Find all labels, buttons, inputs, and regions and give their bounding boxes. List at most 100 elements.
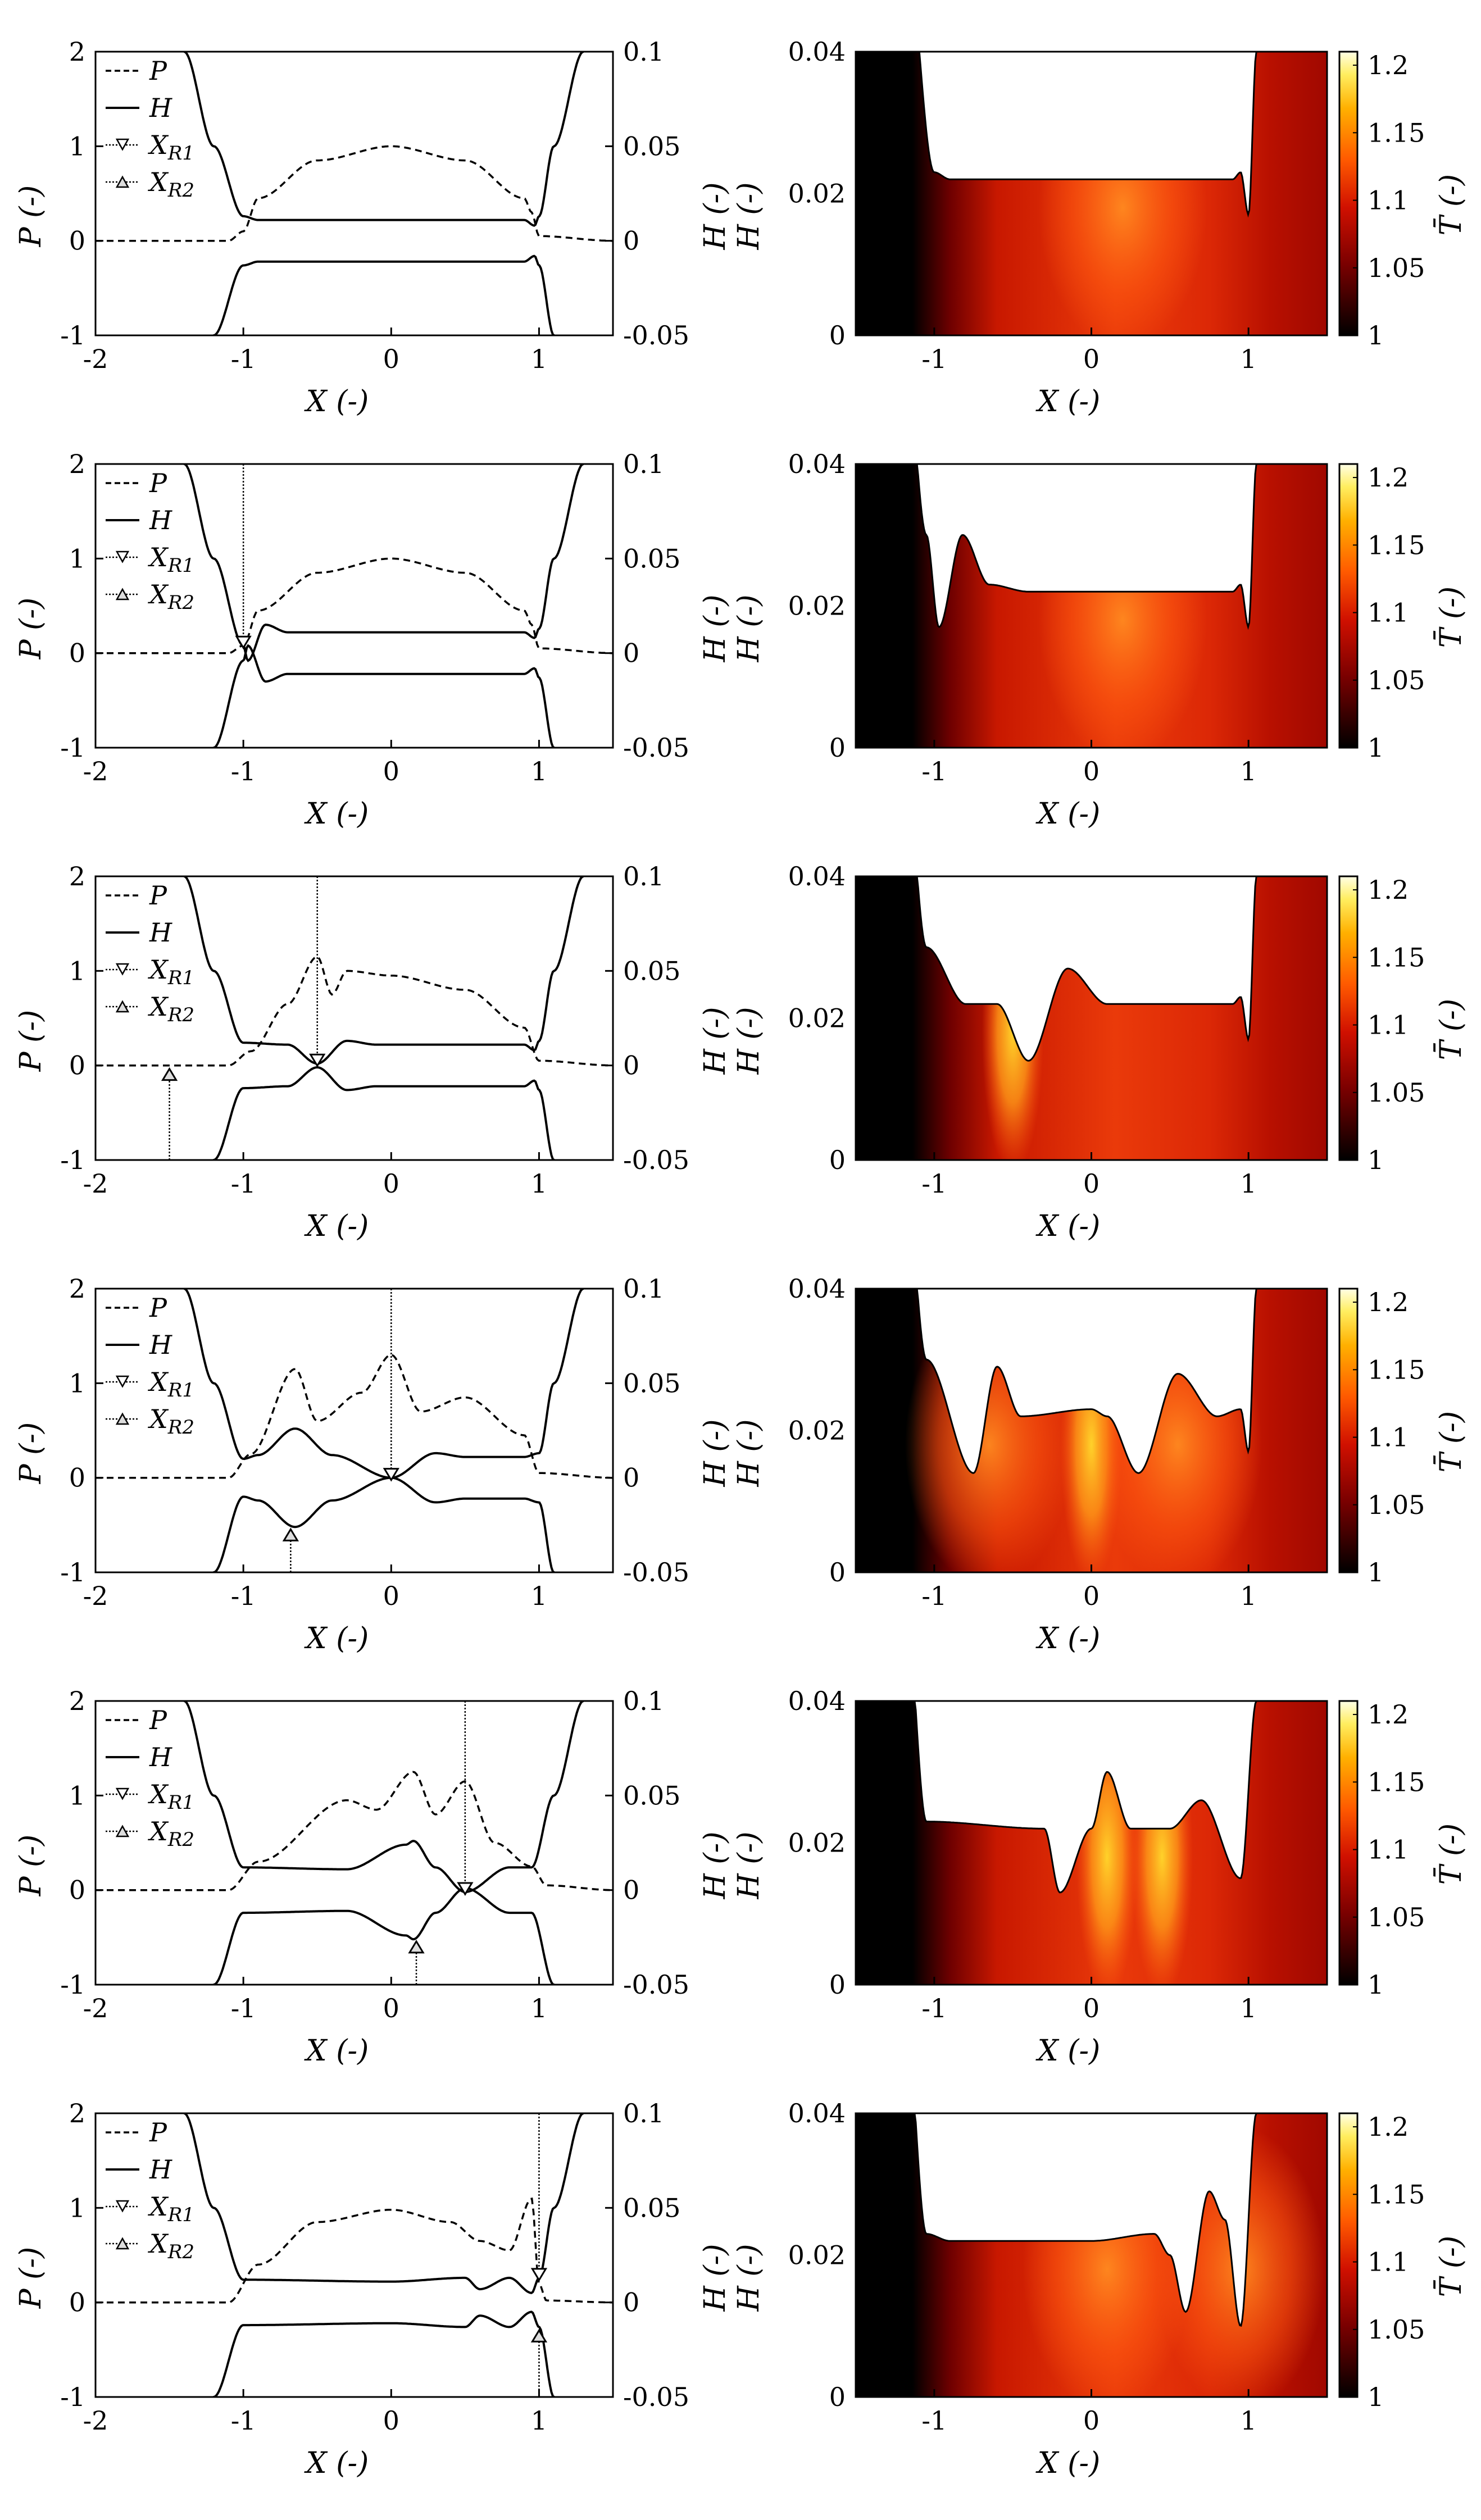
temperature-field [856, 1289, 1327, 1572]
h-tick-label: 0.05 [623, 543, 680, 574]
x-axis-label: X (-) [1035, 2034, 1101, 2068]
p-axis-label: P (-) [14, 1422, 48, 1485]
x-tick-label: -1 [921, 1993, 947, 2023]
legend-h-label: H [149, 917, 172, 948]
temperature-hotspot [1076, 1715, 1138, 1985]
x-tick-label: 1 [531, 1168, 547, 1199]
x-tick-label: 1 [531, 344, 547, 374]
y-tick-label: 0.04 [788, 861, 846, 891]
x-tick-label: 0 [1083, 1168, 1100, 1199]
p-series-line [96, 1771, 613, 1891]
colorbar-tick-label: 1.15 [1368, 1767, 1425, 1797]
x-tick-label: -1 [231, 344, 256, 374]
colorbar-label: T̄ (-) [1434, 999, 1468, 1060]
legend-xr2-subscript: R2 [167, 592, 194, 614]
x-axis-label: X (-) [304, 2034, 369, 2068]
legend-xr1-subscript: R1 [167, 142, 194, 165]
film-surface-outline [855, 1288, 1328, 1573]
y-tick-label: 0.04 [788, 37, 846, 67]
y-tick-label: 0.04 [788, 1273, 846, 1304]
legend-h-label: H [149, 1742, 172, 1772]
temperature-hotspot [1093, 1303, 1262, 1572]
legend-xr2-subscript: R2 [167, 2241, 194, 2263]
x-tick-label: 1 [1241, 756, 1257, 786]
legend-xr2-label: XR2 [148, 1404, 194, 1439]
h-tick-label: -0.05 [623, 1145, 689, 1175]
h-axis-label: H (-) [698, 594, 732, 662]
colorbar-tick-label: 1.05 [1368, 1077, 1425, 1108]
legend-xr2-subscript: R2 [167, 1004, 194, 1026]
xr1-marker [457, 1882, 474, 1896]
legend-xr2-label: XR2 [148, 1816, 194, 1851]
h-lower-surface-line [211, 1887, 556, 1985]
legend-p-label: P [149, 468, 167, 498]
h-tick-label: 0.1 [623, 1686, 664, 1716]
colorbar-tick-label: 1.05 [1368, 1902, 1425, 1932]
x-tick-label: 1 [531, 1993, 547, 2023]
legend-p-label: P [149, 880, 167, 911]
colorbar [1338, 51, 1359, 336]
xr1-marker [309, 1053, 326, 1068]
h-upper-surface-line [184, 1701, 584, 1894]
xr1-marker [530, 2268, 548, 2282]
p-tick-label: 2 [69, 1273, 85, 1304]
temperature-hotspot [1038, 66, 1207, 335]
x-tick-label: -1 [231, 1581, 256, 1611]
h-lower-surface-line [211, 254, 556, 335]
profile-lines [96, 1701, 613, 1985]
colorbar-tick-label: 1.2 [1368, 1699, 1409, 1730]
x-axis-label: X (-) [1035, 797, 1101, 831]
profile-lines [96, 464, 613, 748]
profile-axes-box [94, 51, 614, 336]
x-axis-label: X (-) [1035, 1209, 1101, 1243]
y-tick-label: 0.04 [788, 449, 846, 479]
p-series-line [96, 557, 613, 654]
colorbar-label: T̄ (-) [1434, 1411, 1468, 1472]
temperature-hotspot [1156, 2127, 1325, 2397]
colorbar [1338, 2112, 1359, 2398]
x-axis-label: X (-) [1035, 2446, 1101, 2480]
profile-axes-box [94, 1288, 614, 1573]
h-lower-surface-line [211, 2310, 556, 2397]
colorbar-tick-label: 1.15 [1368, 117, 1425, 148]
h-tick-label: 0.05 [623, 1780, 680, 1811]
legend-xr2-subscript: R2 [167, 179, 194, 202]
profile-lines [96, 2113, 613, 2397]
h-tick-label: 0 [623, 2287, 639, 2318]
colorbar-tick-label: 1.2 [1368, 50, 1409, 80]
x-tick-label: -1 [921, 1168, 947, 1199]
colorbar-tick-label: 1.05 [1368, 2314, 1425, 2345]
h-lower-surface-line [211, 1066, 556, 1160]
x-tick-label: -2 [83, 756, 108, 786]
legend-h-label: H [149, 1330, 172, 1360]
profile-lines [96, 52, 613, 335]
colorbar-tick-label: 1.1 [1368, 598, 1409, 628]
p-tick-label: 0 [69, 1463, 85, 1493]
temperature-panel-3: -1 0 1 0 0.02 0.04 X (-) H (-) 1 1.05 1.1 1.15 1.2 T̄… [732, 861, 1468, 1243]
h-axis-label: H (-) [732, 182, 766, 250]
colorbar-tick-label: 1.1 [1368, 1010, 1409, 1040]
colorbar-tick-label: 1.1 [1368, 1835, 1409, 1865]
colorbar-tick-label: 1 [1368, 1969, 1384, 2000]
h-axis-label: H (-) [698, 1007, 732, 1075]
h-tick-label: 0 [623, 1463, 639, 1493]
x-tick-label: -1 [921, 756, 947, 786]
colorbar-tick-label: 1.1 [1368, 2247, 1409, 2277]
colorbar-tick-label: 1 [1368, 733, 1384, 763]
temperature-panel-6: -1 0 1 0 0.02 0.04 X (-) H (-) 1 1.05 1.1 1.15 1.2 T̄… [732, 2098, 1468, 2480]
film-surface-outline [855, 1700, 1328, 1986]
x-tick-label: 1 [531, 2405, 547, 2436]
h-axis-label: H (-) [732, 1419, 766, 1487]
p-tick-label: 2 [69, 1686, 85, 1716]
colorbar-tick-label: 1.15 [1368, 530, 1425, 560]
legend-xr1-label: XR1 [148, 1779, 194, 1814]
h-tick-label: 0.05 [623, 2193, 680, 2223]
legend-xr1-marker [115, 2200, 130, 2213]
x-tick-label: -1 [231, 1168, 256, 1199]
x-axis-label: X (-) [1035, 1622, 1101, 1655]
legend-p-label: P [149, 1293, 167, 1323]
